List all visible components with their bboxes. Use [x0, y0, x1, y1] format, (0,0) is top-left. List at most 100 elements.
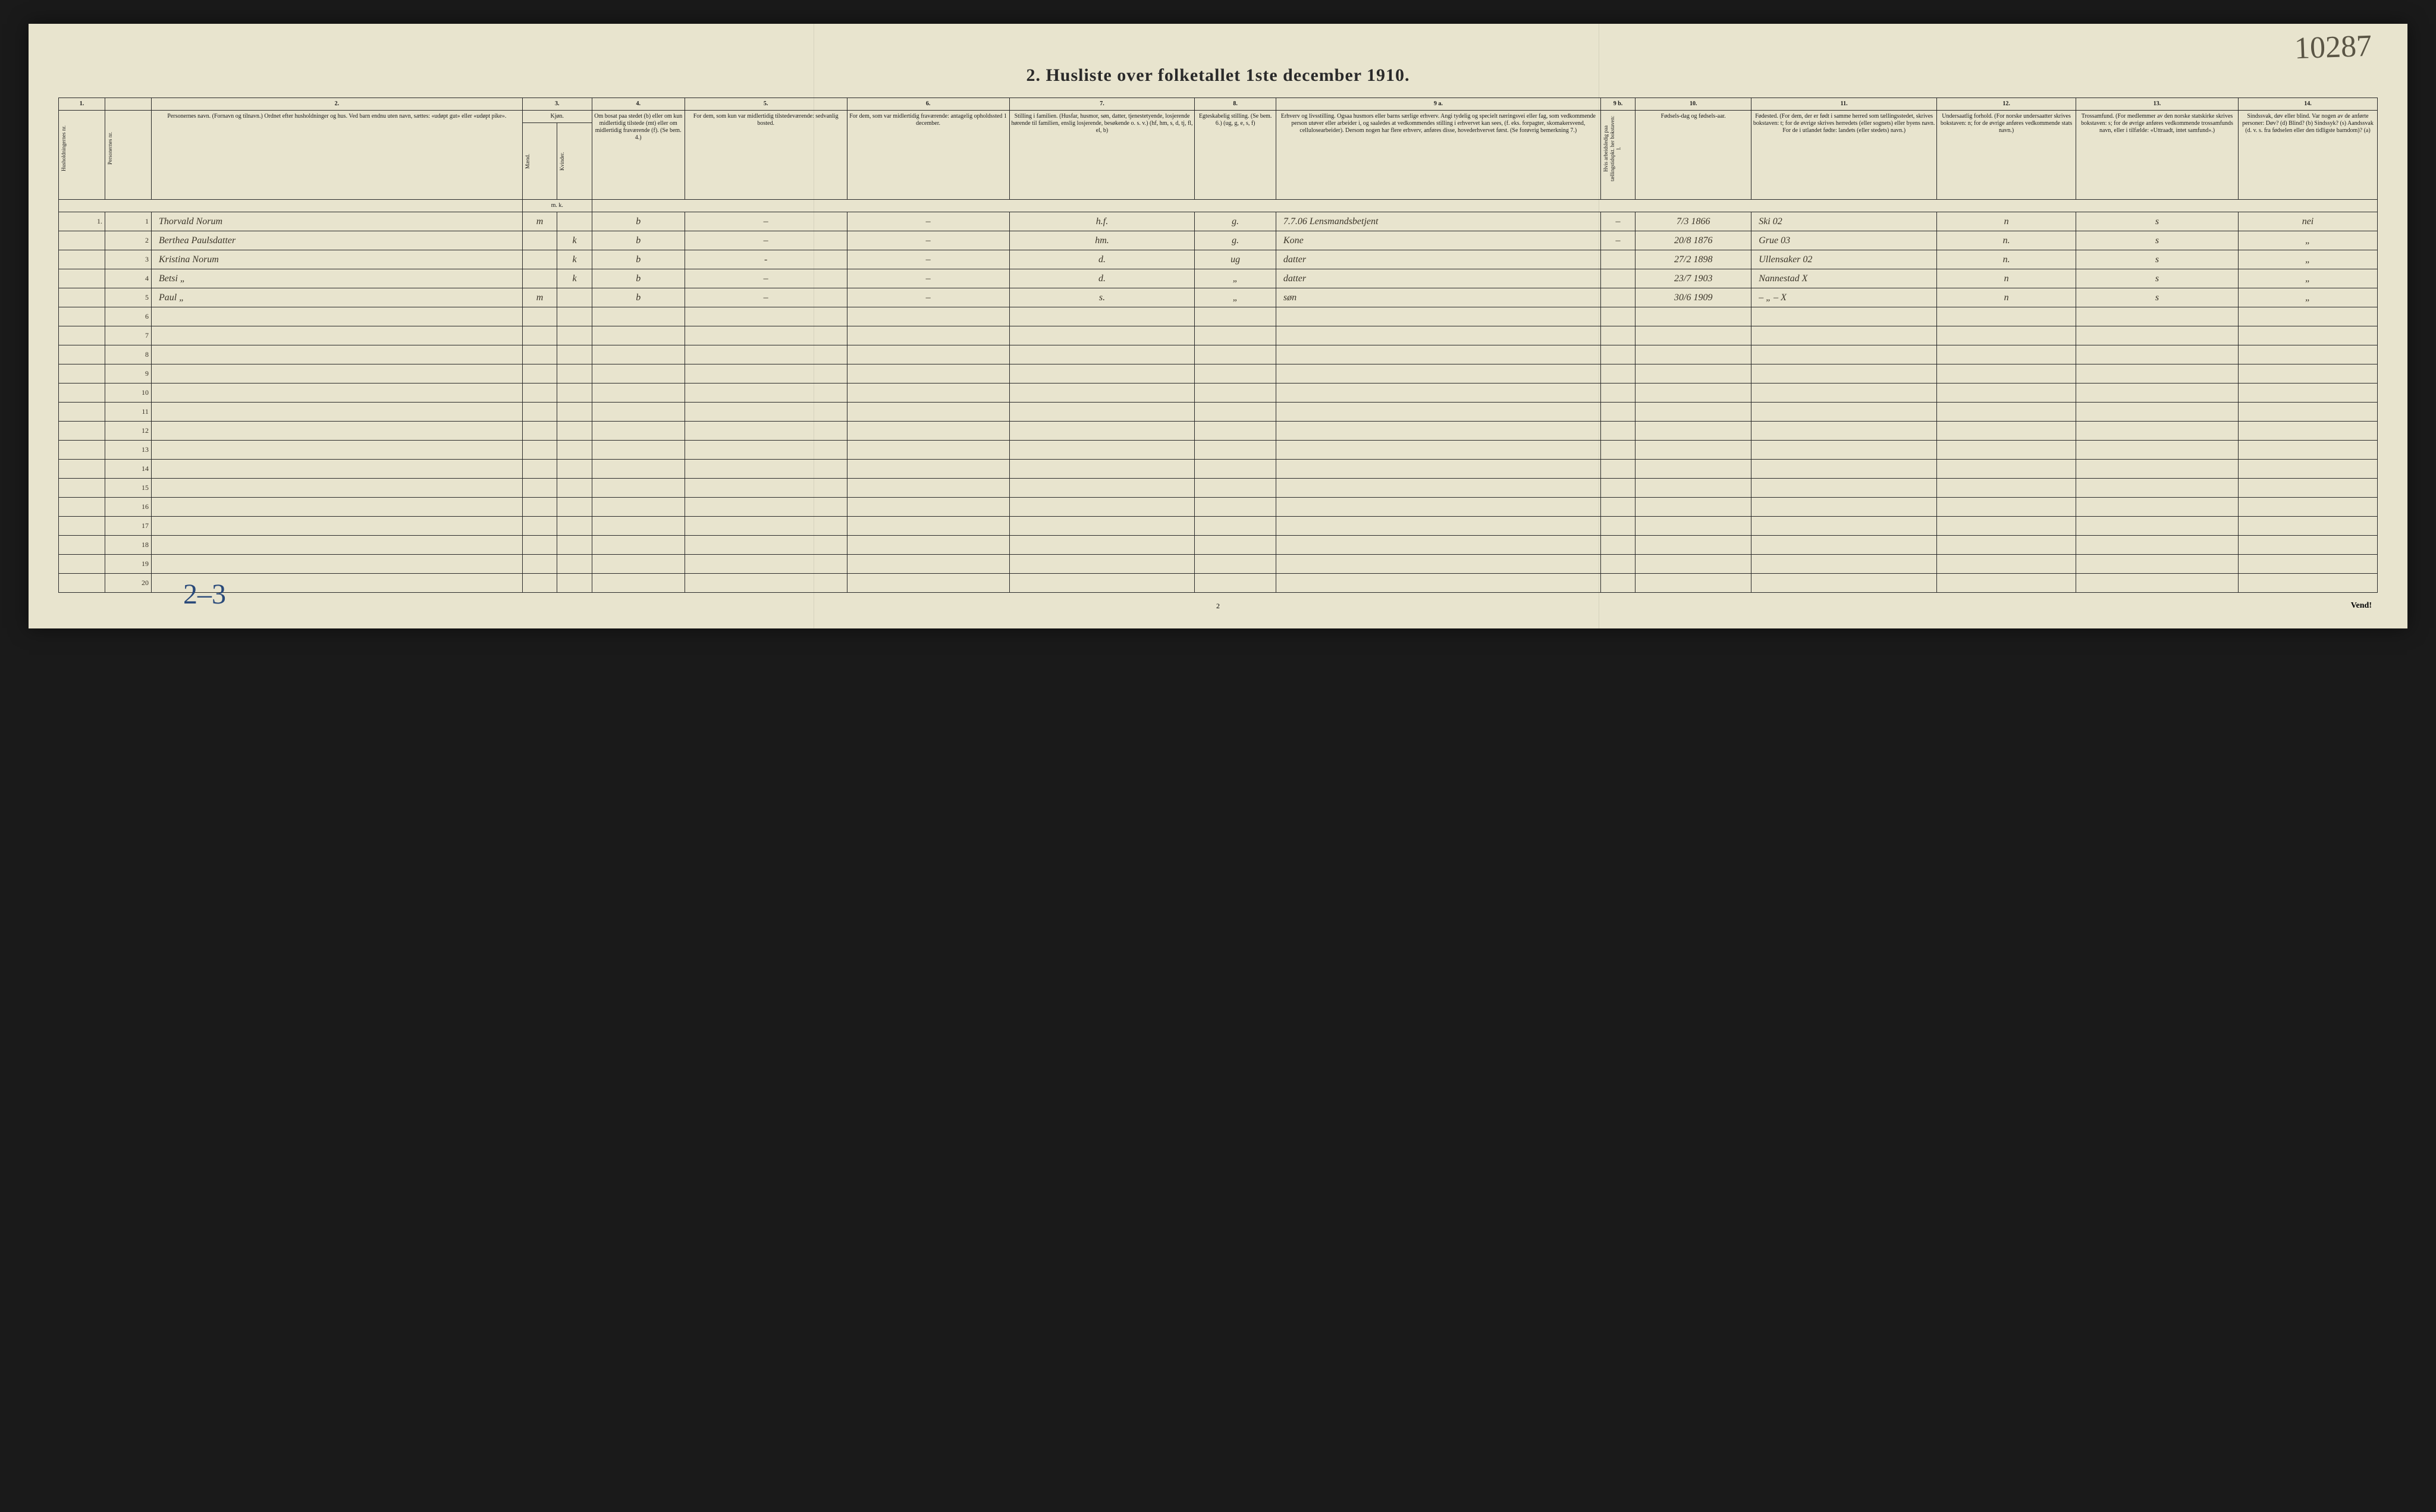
table-row: 16 — [59, 498, 2378, 517]
cell-name — [151, 555, 522, 574]
cell-k — [557, 326, 592, 345]
cell-c5: – — [685, 231, 847, 250]
cell-c12 — [1937, 441, 2076, 460]
cell-c5 — [685, 441, 847, 460]
cell-c5 — [685, 555, 847, 574]
cell-c13: s — [2076, 288, 2239, 307]
cell-c5: – — [685, 212, 847, 231]
cell-c14 — [2238, 307, 2377, 326]
cell-c7 — [1009, 479, 1195, 498]
header-c11: Fødested. (For dem, der er født i samme … — [1751, 111, 1937, 200]
cell-c10 — [1635, 479, 1751, 498]
cell-bosat — [592, 574, 685, 593]
cell-m — [522, 460, 557, 479]
cell-c14: „ — [2238, 250, 2377, 269]
cell-c12 — [1937, 460, 2076, 479]
cell-c9b — [1600, 364, 1635, 383]
cell-c5 — [685, 536, 847, 555]
cell-c11 — [1751, 345, 1937, 364]
cell-m — [522, 307, 557, 326]
cell-m — [522, 441, 557, 460]
cell-c7 — [1009, 555, 1195, 574]
cell-c8 — [1195, 555, 1276, 574]
cell-c6 — [847, 364, 1009, 383]
cell-bosat: b — [592, 288, 685, 307]
header-c7: Stilling i familien. (Husfar, husmor, sø… — [1009, 111, 1195, 200]
cell-pers: 1 — [105, 212, 151, 231]
cell-c7 — [1009, 574, 1195, 593]
cell-k — [557, 345, 592, 364]
header-labels-row: Husholdningernes nr. Personernes nr. Per… — [59, 111, 2378, 123]
table-row: 10 — [59, 383, 2378, 403]
cell-name — [151, 345, 522, 364]
cell-k: k — [557, 231, 592, 250]
cell-c14 — [2238, 498, 2377, 517]
cell-c5: – — [685, 288, 847, 307]
cell-c10 — [1635, 460, 1751, 479]
cell-c9b — [1600, 326, 1635, 345]
cell-c8 — [1195, 517, 1276, 536]
cell-c10 — [1635, 555, 1751, 574]
header-personnr: Personernes nr. — [106, 113, 114, 184]
cell-c5: – — [685, 269, 847, 288]
table-row: 13 — [59, 441, 2378, 460]
cell-c13 — [2076, 498, 2239, 517]
cell-c13: s — [2076, 250, 2239, 269]
cell-pers: 6 — [105, 307, 151, 326]
cell-c8: „ — [1195, 288, 1276, 307]
cell-c14 — [2238, 555, 2377, 574]
cell-name — [151, 364, 522, 383]
cell-c14 — [2238, 441, 2377, 460]
header-name: Personernes navn. (Fornavn og tilnavn.) … — [151, 111, 522, 200]
cell-c13 — [2076, 422, 2239, 441]
cell-c14 — [2238, 326, 2377, 345]
header-husholdning: Husholdningernes nr. — [60, 113, 68, 184]
cell-pers: 17 — [105, 517, 151, 536]
cell-c6 — [847, 574, 1009, 593]
header-c6: For dem, som var midlertidig fraværende:… — [847, 111, 1009, 200]
cell-bosat: b — [592, 212, 685, 231]
col-num-blank — [105, 98, 151, 111]
table-row: 11 — [59, 403, 2378, 422]
cell-c13: s — [2076, 269, 2239, 288]
cell-k — [557, 479, 592, 498]
cell-c6 — [847, 403, 1009, 422]
cell-c7 — [1009, 517, 1195, 536]
header-maend: Mænd. — [524, 125, 532, 197]
cell-c10 — [1635, 422, 1751, 441]
header-mk: m. k. — [522, 200, 592, 212]
cell-c14: „ — [2238, 288, 2377, 307]
cell-pers: 11 — [105, 403, 151, 422]
cell-c7 — [1009, 441, 1195, 460]
cell-pers: 2 — [105, 231, 151, 250]
cell-c12: n. — [1937, 231, 2076, 250]
cell-c9b — [1600, 536, 1635, 555]
cell-c11 — [1751, 536, 1937, 555]
cell-c10: 23/7 1903 — [1635, 269, 1751, 288]
cell-c9b: – — [1600, 231, 1635, 250]
header-mk-row: m. k. — [59, 200, 2378, 212]
cell-c9b — [1600, 555, 1635, 574]
col-num-6: 6. — [847, 98, 1009, 111]
cell-m — [522, 555, 557, 574]
cell-pers: 7 — [105, 326, 151, 345]
cell-c9a: søn — [1276, 288, 1600, 307]
cell-bosat — [592, 364, 685, 383]
cell-bosat — [592, 517, 685, 536]
table-row: 14 — [59, 460, 2378, 479]
cell-c9b — [1600, 574, 1635, 593]
cell-c7 — [1009, 383, 1195, 403]
cell-c5 — [685, 403, 847, 422]
cell-c8 — [1195, 536, 1276, 555]
cell-c13: s — [2076, 212, 2239, 231]
cell-c11 — [1751, 460, 1937, 479]
cell-c7: hm. — [1009, 231, 1195, 250]
cell-hush — [59, 345, 105, 364]
cell-c12 — [1937, 326, 2076, 345]
cell-c5 — [685, 422, 847, 441]
cell-hush — [59, 441, 105, 460]
table-row: 9 — [59, 364, 2378, 383]
cell-c12 — [1937, 536, 2076, 555]
cell-c13 — [2076, 574, 2239, 593]
cell-c13: s — [2076, 231, 2239, 250]
